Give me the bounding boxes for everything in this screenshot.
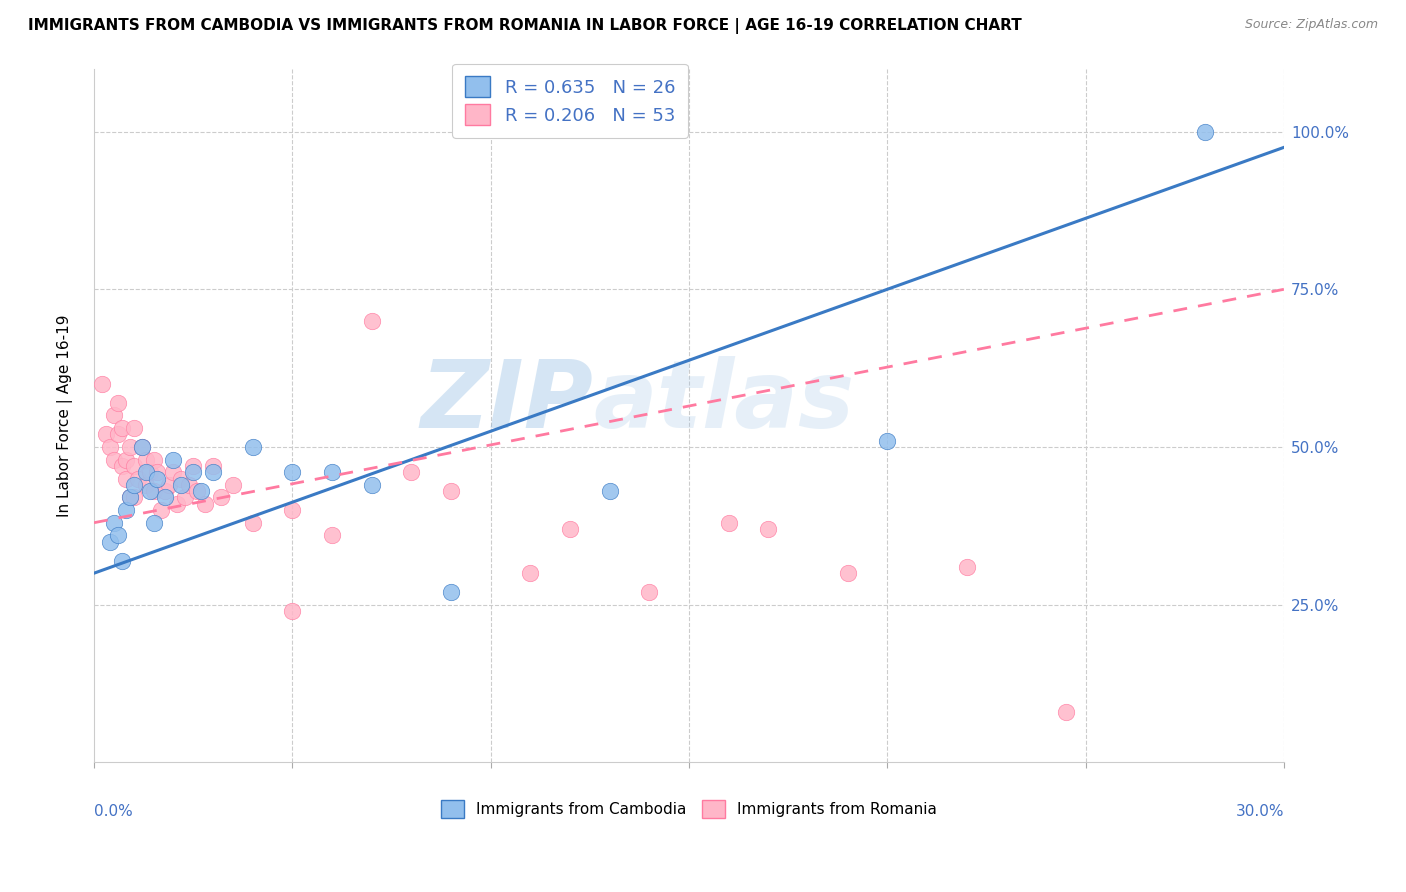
Point <box>122 478 145 492</box>
Point <box>194 497 217 511</box>
Text: 0.0%: 0.0% <box>94 804 132 819</box>
Point <box>170 478 193 492</box>
Point <box>162 452 184 467</box>
Point <box>1054 705 1077 719</box>
Point <box>181 465 204 479</box>
Point <box>360 478 382 492</box>
Point <box>146 465 169 479</box>
Point <box>103 452 125 467</box>
Point <box>131 440 153 454</box>
Point <box>440 484 463 499</box>
Text: IMMIGRANTS FROM CAMBODIA VS IMMIGRANTS FROM ROMANIA IN LABOR FORCE | AGE 16-19 C: IMMIGRANTS FROM CAMBODIA VS IMMIGRANTS F… <box>28 18 1022 34</box>
Legend: Immigrants from Cambodia, Immigrants from Romania: Immigrants from Cambodia, Immigrants fro… <box>434 794 943 824</box>
Point <box>955 560 977 574</box>
Text: ZIP: ZIP <box>420 356 593 448</box>
Point <box>281 465 304 479</box>
Point <box>756 522 779 536</box>
Y-axis label: In Labor Force | Age 16-19: In Labor Force | Age 16-19 <box>58 314 73 516</box>
Point <box>142 516 165 530</box>
Point <box>190 484 212 499</box>
Point <box>166 497 188 511</box>
Point <box>122 491 145 505</box>
Point <box>155 484 177 499</box>
Point <box>114 503 136 517</box>
Point <box>321 465 343 479</box>
Point <box>94 427 117 442</box>
Point <box>142 484 165 499</box>
Point <box>131 440 153 454</box>
Point <box>401 465 423 479</box>
Point <box>281 604 304 618</box>
Point <box>107 396 129 410</box>
Point <box>242 440 264 454</box>
Point <box>122 458 145 473</box>
Point <box>135 465 157 479</box>
Point <box>360 314 382 328</box>
Point <box>170 472 193 486</box>
Point <box>118 440 141 454</box>
Point <box>281 503 304 517</box>
Point <box>135 478 157 492</box>
Point <box>638 585 661 599</box>
Text: Source: ZipAtlas.com: Source: ZipAtlas.com <box>1244 18 1378 31</box>
Point <box>599 484 621 499</box>
Point <box>146 472 169 486</box>
Point <box>201 458 224 473</box>
Point <box>242 516 264 530</box>
Point <box>138 465 160 479</box>
Point <box>519 566 541 581</box>
Point <box>150 503 173 517</box>
Point <box>111 553 134 567</box>
Point <box>111 421 134 435</box>
Point <box>876 434 898 448</box>
Point <box>157 478 180 492</box>
Point <box>107 528 129 542</box>
Point <box>558 522 581 536</box>
Point <box>114 452 136 467</box>
Point <box>321 528 343 542</box>
Point <box>103 409 125 423</box>
Point <box>98 534 121 549</box>
Point <box>127 472 149 486</box>
Point <box>162 465 184 479</box>
Point <box>118 491 141 505</box>
Point <box>181 458 204 473</box>
Point <box>138 484 160 499</box>
Text: 30.0%: 30.0% <box>1236 804 1284 819</box>
Point <box>179 478 201 492</box>
Point <box>98 440 121 454</box>
Point <box>103 516 125 530</box>
Point <box>111 458 134 473</box>
Point <box>135 452 157 467</box>
Point <box>107 427 129 442</box>
Point <box>155 491 177 505</box>
Point <box>440 585 463 599</box>
Point <box>122 421 145 435</box>
Point <box>837 566 859 581</box>
Point <box>209 491 232 505</box>
Text: atlas: atlas <box>593 356 855 448</box>
Point <box>174 491 197 505</box>
Point <box>91 376 114 391</box>
Point <box>1194 125 1216 139</box>
Point <box>114 472 136 486</box>
Point <box>186 484 208 499</box>
Point <box>142 452 165 467</box>
Point <box>717 516 740 530</box>
Point <box>222 478 245 492</box>
Point <box>201 465 224 479</box>
Point <box>118 491 141 505</box>
